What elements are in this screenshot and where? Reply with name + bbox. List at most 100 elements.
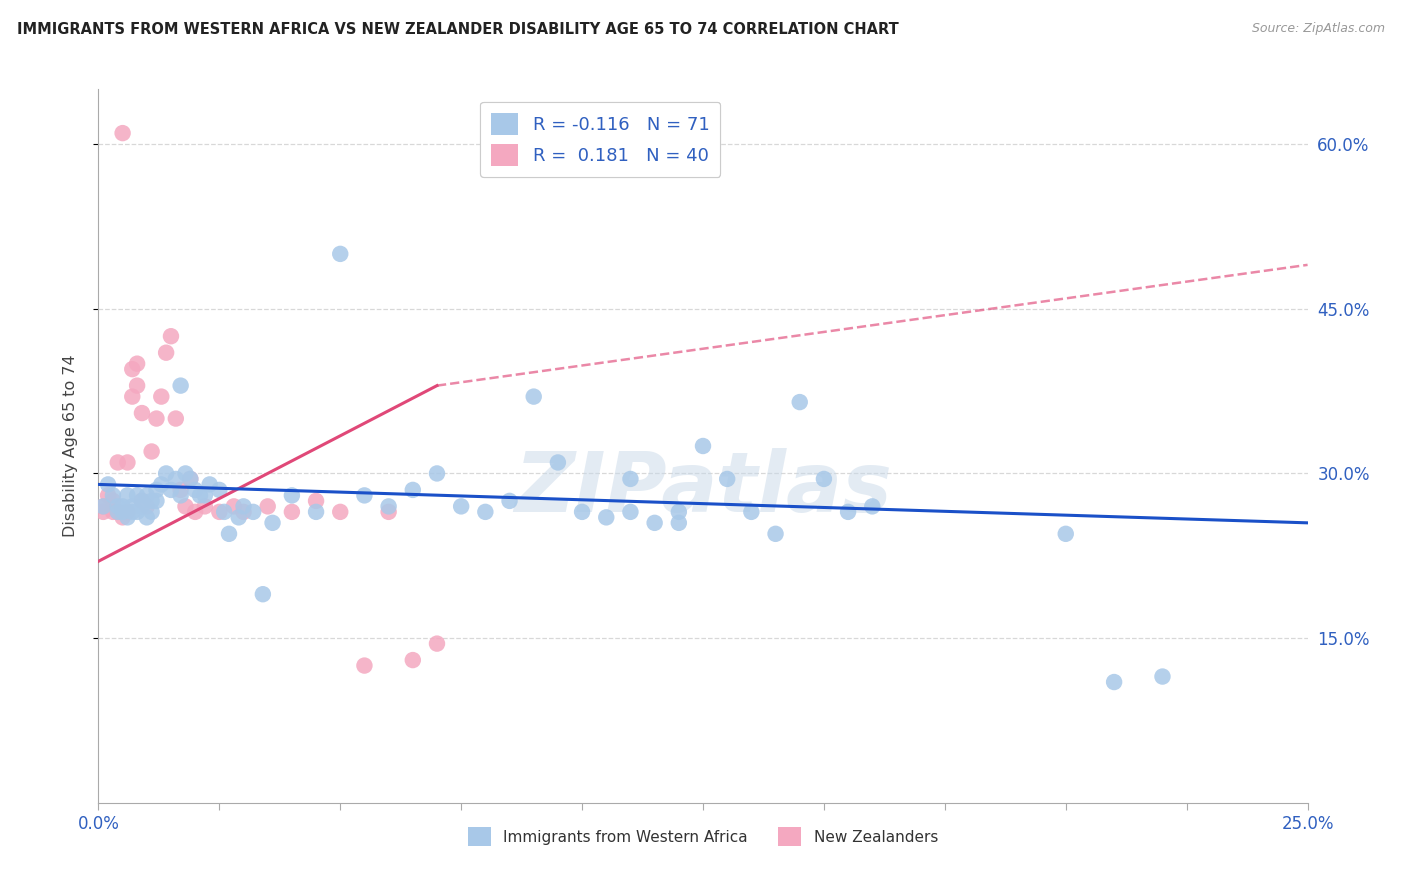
Point bbox=[198, 477, 221, 491]
Point bbox=[789, 395, 811, 409]
Point bbox=[1152, 669, 1174, 683]
Text: ZIPatlas: ZIPatlas bbox=[515, 449, 891, 529]
Point bbox=[135, 500, 157, 514]
Point bbox=[150, 477, 173, 491]
Point bbox=[184, 505, 207, 519]
Point bbox=[262, 516, 284, 530]
Point bbox=[107, 505, 129, 519]
Point bbox=[179, 472, 201, 486]
Point bbox=[1102, 675, 1125, 690]
Point bbox=[644, 516, 666, 530]
Point bbox=[165, 472, 187, 486]
Point bbox=[194, 488, 217, 502]
Point bbox=[837, 505, 859, 519]
Point bbox=[111, 510, 134, 524]
Point bbox=[668, 505, 690, 519]
Point bbox=[131, 494, 153, 508]
Point bbox=[619, 472, 641, 486]
Point bbox=[127, 488, 149, 502]
Point bbox=[179, 472, 201, 486]
Point bbox=[305, 505, 328, 519]
Point bbox=[155, 467, 177, 481]
Point bbox=[160, 483, 183, 497]
Point bbox=[228, 510, 250, 524]
Point bbox=[208, 483, 231, 497]
Point bbox=[252, 587, 274, 601]
Point bbox=[145, 411, 167, 425]
Point bbox=[256, 500, 278, 514]
Point bbox=[329, 247, 352, 261]
Y-axis label: Disability Age 65 to 74: Disability Age 65 to 74 bbox=[63, 355, 77, 537]
Point bbox=[498, 494, 520, 508]
Point bbox=[426, 467, 449, 481]
Point bbox=[474, 505, 496, 519]
Point bbox=[619, 505, 641, 519]
Point bbox=[595, 510, 617, 524]
Point bbox=[860, 500, 883, 514]
Point bbox=[329, 505, 352, 519]
Point bbox=[131, 406, 153, 420]
Point bbox=[169, 378, 191, 392]
Point bbox=[305, 494, 328, 508]
Point bbox=[131, 500, 153, 514]
Point bbox=[101, 488, 124, 502]
Point bbox=[91, 500, 114, 514]
Point bbox=[174, 500, 197, 514]
Text: IMMIGRANTS FROM WESTERN AFRICA VS NEW ZEALANDER DISABILITY AGE 65 TO 74 CORRELAT: IMMIGRANTS FROM WESTERN AFRICA VS NEW ZE… bbox=[17, 22, 898, 37]
Point bbox=[150, 390, 173, 404]
Point bbox=[571, 505, 593, 519]
Point bbox=[107, 455, 129, 469]
Point bbox=[281, 488, 304, 502]
Point bbox=[165, 411, 187, 425]
Point bbox=[131, 494, 153, 508]
Point bbox=[523, 390, 546, 404]
Point bbox=[111, 505, 134, 519]
Point bbox=[218, 526, 240, 541]
Point bbox=[1054, 526, 1077, 541]
Point bbox=[174, 467, 197, 481]
Point bbox=[117, 510, 139, 524]
Point bbox=[242, 505, 264, 519]
Point bbox=[765, 526, 787, 541]
Point bbox=[740, 505, 762, 519]
Point bbox=[91, 500, 114, 514]
Text: Source: ZipAtlas.com: Source: ZipAtlas.com bbox=[1251, 22, 1385, 36]
Point bbox=[169, 488, 191, 502]
Point bbox=[117, 505, 139, 519]
Point bbox=[232, 505, 254, 519]
Legend: R = -0.116   N = 71, R =  0.181   N = 40: R = -0.116 N = 71, R = 0.181 N = 40 bbox=[481, 102, 720, 177]
Point bbox=[117, 488, 139, 502]
Point bbox=[668, 516, 690, 530]
Point bbox=[101, 505, 124, 519]
Point bbox=[353, 488, 375, 502]
Point bbox=[426, 637, 449, 651]
Point bbox=[111, 500, 134, 514]
Point bbox=[101, 494, 124, 508]
Point bbox=[107, 500, 129, 514]
Point bbox=[135, 488, 157, 502]
Point bbox=[127, 357, 149, 371]
Point bbox=[222, 500, 245, 514]
Point bbox=[194, 500, 217, 514]
Point bbox=[281, 505, 304, 519]
Point bbox=[91, 505, 114, 519]
Point bbox=[141, 505, 163, 519]
Point bbox=[402, 483, 425, 497]
Point bbox=[121, 505, 143, 519]
Point bbox=[716, 472, 738, 486]
Point bbox=[184, 483, 207, 497]
Point bbox=[97, 488, 120, 502]
Point bbox=[117, 455, 139, 469]
Point bbox=[188, 488, 211, 502]
Point bbox=[141, 444, 163, 458]
Point bbox=[208, 505, 231, 519]
Point bbox=[212, 505, 235, 519]
Point bbox=[135, 510, 157, 524]
Point bbox=[353, 658, 375, 673]
Point bbox=[377, 505, 399, 519]
Point bbox=[155, 345, 177, 359]
Point bbox=[450, 500, 472, 514]
Point bbox=[107, 505, 129, 519]
Point bbox=[121, 500, 143, 514]
Point bbox=[813, 472, 835, 486]
